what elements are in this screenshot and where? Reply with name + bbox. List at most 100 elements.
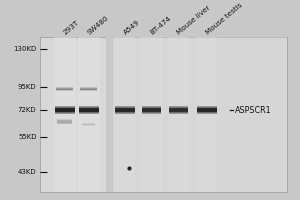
- Bar: [197, 106, 217, 107]
- Bar: [142, 108, 161, 112]
- Bar: [115, 108, 134, 109]
- Bar: [197, 110, 217, 111]
- Bar: [142, 109, 161, 110]
- Text: BT-474: BT-474: [149, 15, 172, 36]
- Bar: [79, 108, 99, 109]
- Bar: [57, 123, 72, 124]
- Text: 95KD: 95KD: [18, 84, 37, 90]
- Text: 130KD: 130KD: [13, 46, 37, 52]
- Bar: [57, 121, 72, 123]
- Bar: [79, 108, 99, 112]
- Bar: [80, 87, 98, 88]
- Bar: [197, 107, 217, 108]
- Bar: [115, 106, 134, 107]
- Bar: [54, 37, 76, 192]
- Bar: [115, 112, 134, 113]
- Bar: [142, 111, 161, 112]
- Bar: [79, 110, 99, 111]
- Bar: [142, 110, 161, 111]
- Bar: [78, 37, 100, 192]
- Bar: [197, 112, 217, 113]
- Bar: [82, 124, 95, 125]
- Bar: [169, 108, 188, 109]
- Bar: [169, 110, 188, 111]
- Bar: [55, 107, 75, 108]
- Bar: [40, 37, 287, 192]
- Bar: [142, 107, 161, 108]
- Bar: [55, 109, 75, 110]
- Bar: [115, 112, 134, 113]
- Bar: [55, 108, 75, 112]
- Text: 293T: 293T: [62, 20, 80, 36]
- Bar: [79, 112, 99, 113]
- Text: ASPSCR1: ASPSCR1: [235, 106, 271, 115]
- Bar: [197, 112, 217, 113]
- Bar: [168, 37, 189, 192]
- Bar: [56, 89, 74, 90]
- Bar: [80, 89, 98, 90]
- Bar: [115, 107, 134, 108]
- Bar: [79, 107, 99, 108]
- Bar: [115, 107, 134, 108]
- Bar: [197, 109, 217, 110]
- Text: 55KD: 55KD: [18, 134, 37, 140]
- Bar: [196, 37, 218, 192]
- Bar: [142, 107, 161, 108]
- Bar: [115, 111, 134, 112]
- Bar: [115, 113, 134, 114]
- Text: 72KD: 72KD: [18, 107, 37, 113]
- Bar: [55, 113, 75, 114]
- Bar: [169, 112, 188, 113]
- Bar: [142, 112, 161, 113]
- Bar: [56, 90, 74, 91]
- Bar: [80, 90, 98, 91]
- Bar: [141, 37, 162, 192]
- Bar: [197, 111, 217, 112]
- Bar: [82, 123, 95, 124]
- Bar: [142, 108, 161, 109]
- Bar: [57, 120, 72, 121]
- Bar: [169, 109, 188, 110]
- Bar: [169, 112, 188, 113]
- Text: SW480: SW480: [86, 15, 110, 36]
- Bar: [79, 107, 99, 108]
- Bar: [80, 89, 98, 90]
- Bar: [55, 111, 75, 112]
- Text: 43KD: 43KD: [18, 169, 37, 175]
- Bar: [197, 113, 217, 114]
- Bar: [114, 37, 135, 192]
- Bar: [57, 122, 72, 123]
- Bar: [56, 87, 74, 88]
- Bar: [169, 111, 188, 112]
- Bar: [80, 88, 98, 90]
- Bar: [169, 108, 188, 112]
- Bar: [57, 123, 72, 124]
- Bar: [55, 112, 75, 113]
- Bar: [115, 109, 134, 110]
- Bar: [142, 106, 161, 107]
- Text: A549: A549: [122, 19, 141, 36]
- Bar: [197, 108, 217, 112]
- Bar: [55, 106, 75, 107]
- Bar: [82, 124, 95, 125]
- Bar: [142, 113, 161, 114]
- Bar: [55, 108, 75, 109]
- Bar: [57, 121, 72, 122]
- Bar: [142, 112, 161, 113]
- Bar: [197, 108, 217, 109]
- Bar: [55, 112, 75, 113]
- Bar: [79, 106, 99, 107]
- Bar: [56, 88, 74, 90]
- Bar: [113, 37, 287, 192]
- Bar: [57, 120, 72, 121]
- Bar: [115, 108, 134, 112]
- Bar: [56, 88, 74, 89]
- Bar: [79, 112, 99, 113]
- Bar: [169, 106, 188, 107]
- Bar: [169, 113, 188, 114]
- Bar: [197, 107, 217, 108]
- Bar: [55, 107, 75, 108]
- Bar: [169, 107, 188, 108]
- Bar: [169, 107, 188, 108]
- Text: Mouse liver: Mouse liver: [176, 5, 212, 36]
